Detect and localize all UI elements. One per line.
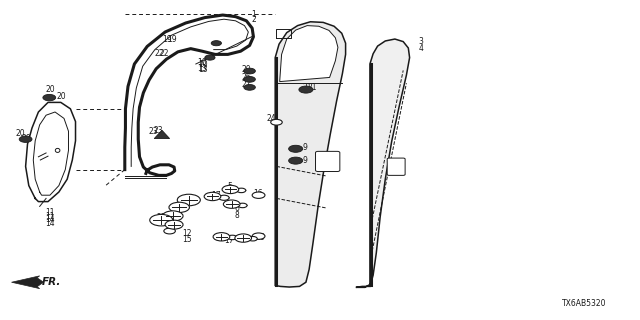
Text: 15: 15 (182, 235, 191, 244)
Text: 25: 25 (157, 213, 166, 222)
Text: 5: 5 (227, 182, 232, 191)
Text: 20: 20 (56, 92, 66, 100)
Circle shape (211, 41, 221, 46)
Circle shape (289, 145, 303, 152)
Text: 8: 8 (235, 211, 239, 220)
Circle shape (244, 76, 255, 82)
Text: 21: 21 (307, 83, 317, 92)
Ellipse shape (55, 148, 60, 152)
Circle shape (223, 200, 240, 208)
Text: 19: 19 (163, 35, 172, 44)
Text: 12: 12 (182, 229, 191, 238)
Text: 17: 17 (211, 191, 221, 200)
Text: TX6AB5320: TX6AB5320 (562, 299, 607, 308)
Text: 10: 10 (197, 58, 207, 67)
Circle shape (19, 136, 32, 142)
Text: 17: 17 (224, 236, 234, 245)
Circle shape (235, 234, 252, 242)
Circle shape (252, 233, 265, 239)
Text: 24: 24 (266, 114, 276, 123)
Circle shape (289, 157, 303, 164)
Polygon shape (154, 130, 170, 139)
FancyBboxPatch shape (387, 158, 405, 175)
Text: 19: 19 (168, 35, 177, 44)
Polygon shape (275, 22, 346, 287)
Circle shape (213, 233, 230, 241)
Circle shape (164, 228, 175, 234)
Circle shape (252, 192, 265, 198)
Text: 9: 9 (302, 143, 307, 152)
Circle shape (299, 86, 313, 93)
Circle shape (222, 185, 239, 194)
Text: 11: 11 (45, 212, 54, 221)
Circle shape (248, 236, 257, 241)
Circle shape (237, 188, 246, 193)
Text: 23: 23 (148, 127, 158, 136)
Circle shape (228, 235, 237, 240)
Text: 16: 16 (255, 233, 264, 242)
Circle shape (204, 192, 221, 201)
Text: 23: 23 (154, 126, 163, 135)
Circle shape (244, 68, 255, 74)
Text: FR.: FR. (42, 277, 61, 287)
Circle shape (219, 195, 229, 200)
Text: 3: 3 (419, 37, 424, 46)
Circle shape (163, 211, 183, 221)
Text: 22: 22 (155, 49, 164, 58)
Text: 14: 14 (45, 219, 55, 228)
Text: 10: 10 (198, 60, 208, 68)
Text: 21: 21 (302, 83, 312, 92)
Text: 27: 27 (242, 80, 252, 89)
Circle shape (169, 202, 189, 212)
Text: 7: 7 (227, 188, 232, 196)
Text: 20: 20 (16, 129, 26, 138)
Text: 9: 9 (302, 156, 307, 165)
Circle shape (271, 119, 282, 125)
Text: 22: 22 (160, 49, 170, 58)
Text: 20: 20 (45, 85, 55, 94)
Circle shape (43, 94, 56, 101)
Text: 14: 14 (45, 215, 55, 224)
Polygon shape (280, 26, 338, 82)
Text: 13: 13 (197, 64, 207, 73)
Polygon shape (356, 39, 410, 287)
Text: 4: 4 (419, 44, 424, 52)
Text: 11: 11 (45, 208, 54, 217)
Circle shape (244, 84, 255, 90)
Text: 20: 20 (242, 65, 252, 74)
Circle shape (165, 220, 183, 229)
Text: 26: 26 (242, 73, 252, 82)
Circle shape (150, 214, 173, 226)
Text: 2: 2 (252, 15, 256, 24)
Polygon shape (12, 276, 44, 289)
Circle shape (238, 203, 247, 208)
Circle shape (177, 194, 200, 206)
Text: 1: 1 (252, 10, 256, 19)
Text: 6: 6 (235, 204, 240, 213)
Text: 16: 16 (253, 189, 263, 198)
Text: 18: 18 (176, 197, 186, 206)
Text: 13: 13 (198, 65, 208, 74)
FancyBboxPatch shape (316, 151, 340, 172)
Text: 20: 20 (21, 134, 31, 143)
Circle shape (205, 55, 215, 60)
